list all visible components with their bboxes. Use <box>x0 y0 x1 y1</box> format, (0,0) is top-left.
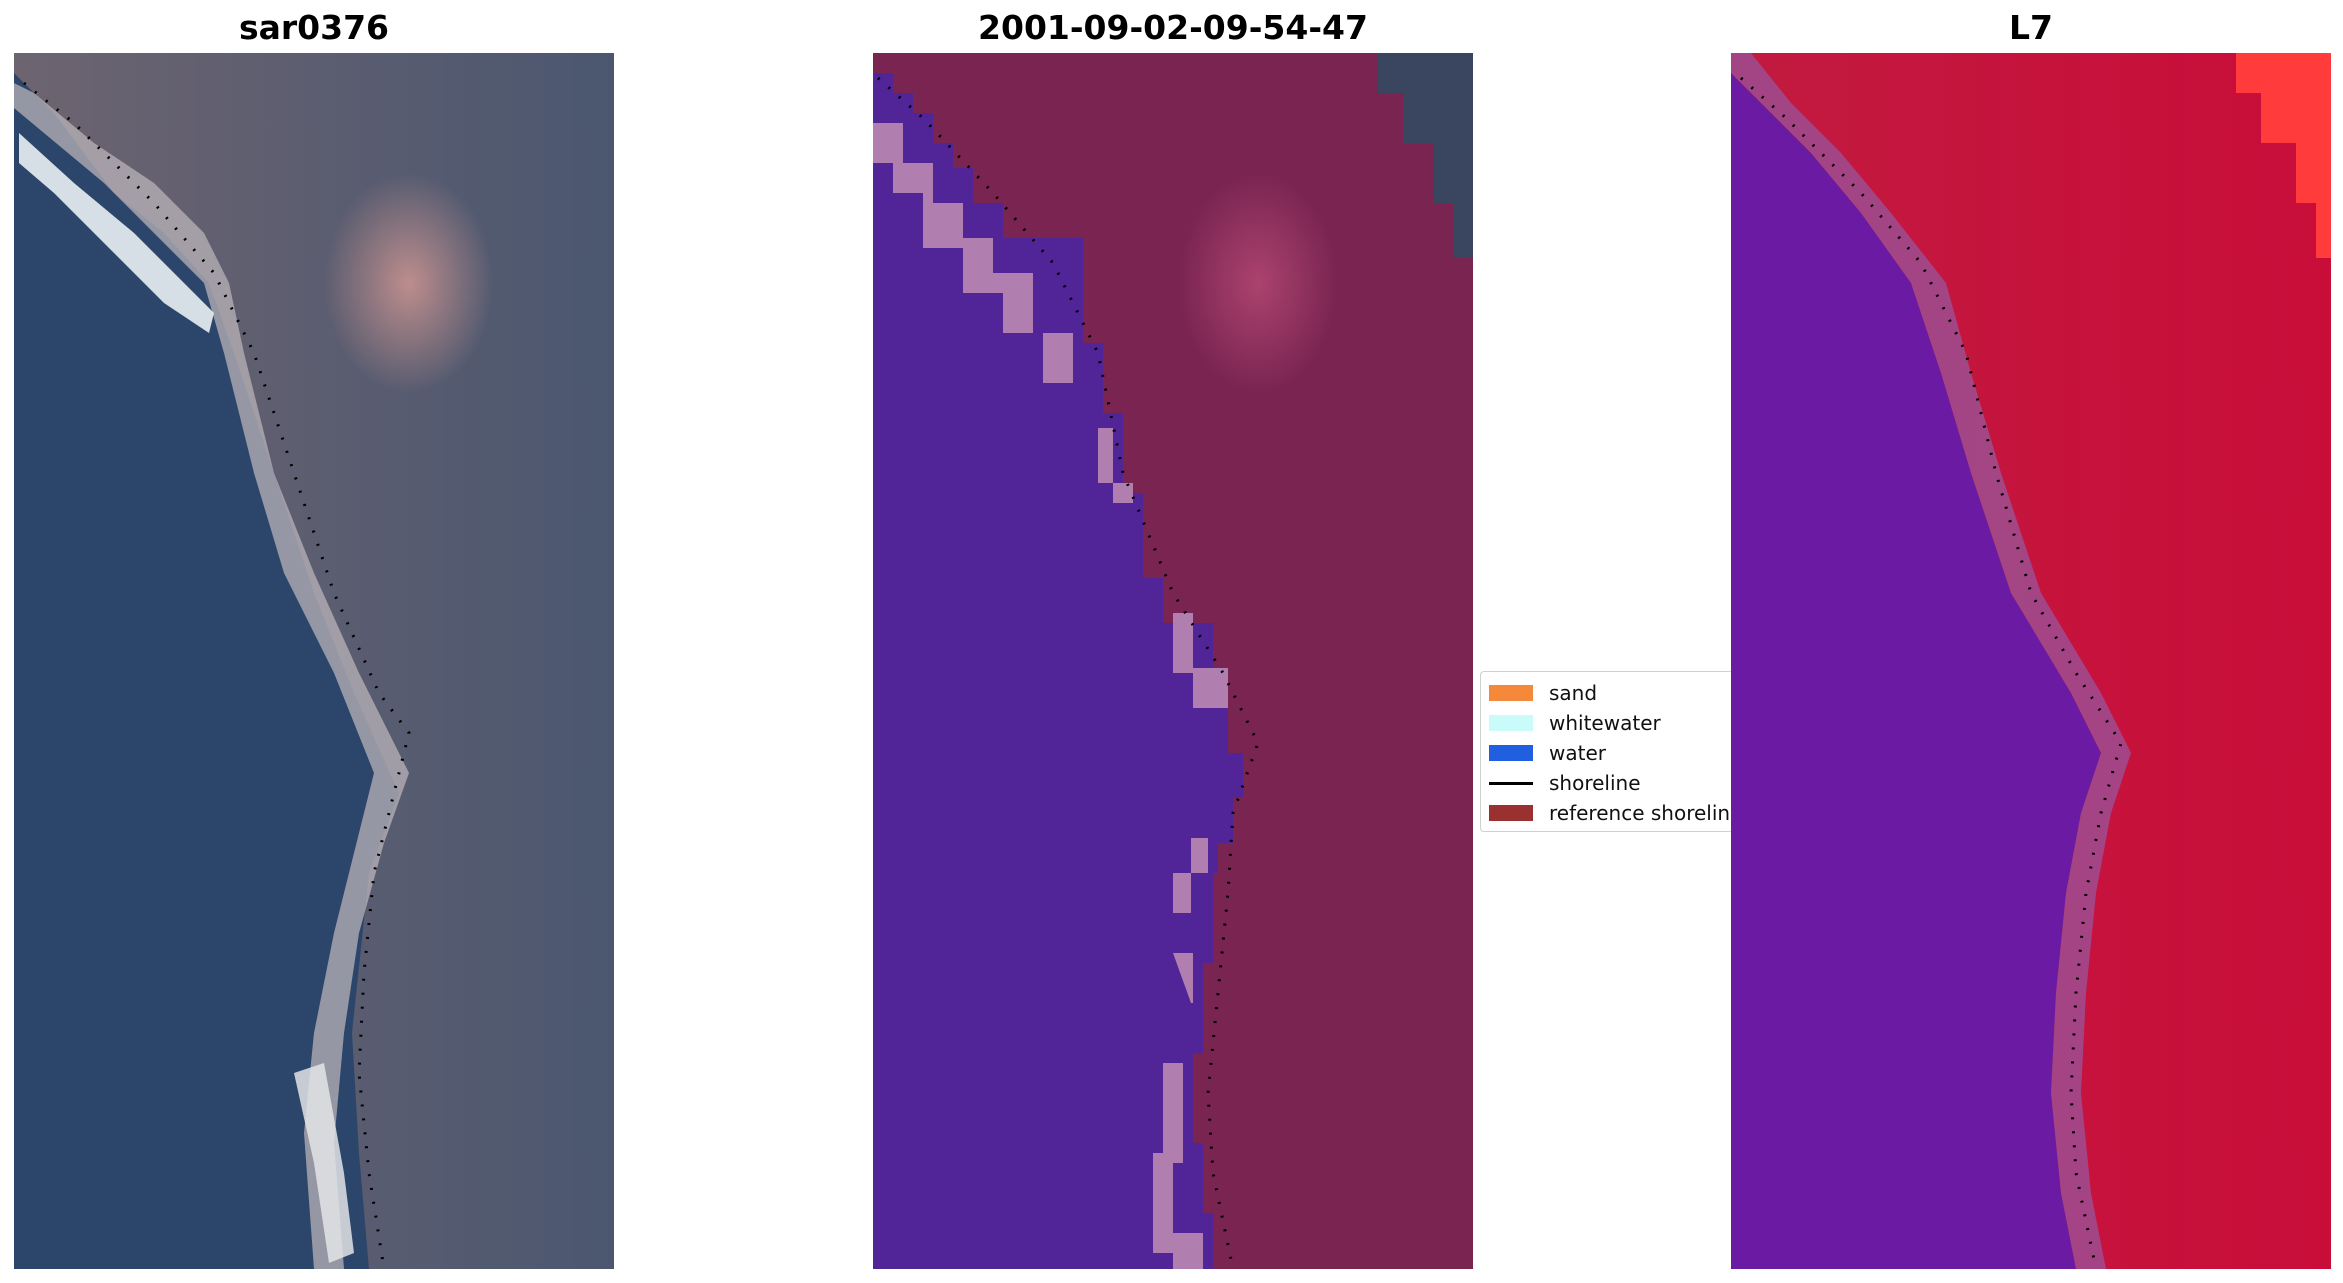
water-index-area <box>1731 73 2101 1269</box>
bright-corner-patch <box>2236 53 2331 258</box>
classified-image <box>873 53 1473 1269</box>
whitewater-class-patch-mid <box>1173 613 1228 708</box>
water-class-area <box>873 73 1243 1269</box>
shoreline-line-swatch <box>1489 781 1533 785</box>
panel-title-index: L7 <box>2009 8 2053 47</box>
whitewater-class-band <box>873 123 1073 383</box>
legend-item-water: water <box>1489 740 1732 766</box>
panel-title-classified: 2001-09-02-09-54-47 <box>978 8 1368 47</box>
rgb-satellite-image <box>14 53 614 1269</box>
legend-label-water: water <box>1549 741 1606 765</box>
reference-shoreline-swatch <box>1489 805 1533 821</box>
legend-item-reference-shoreline: reference shoreline <box>1489 800 1732 826</box>
bright-land-patch <box>324 173 494 393</box>
sand-swatch <box>1489 685 1533 701</box>
water-area <box>14 53 399 1269</box>
index-image-canvas <box>1731 53 2331 1269</box>
bright-land-patch <box>1178 173 1338 393</box>
legend-label-shoreline: shoreline <box>1549 771 1641 795</box>
legend-label-whitewater: whitewater <box>1549 711 1661 735</box>
transition-index-band <box>1731 53 2131 1269</box>
legend-label-reference-shoreline: reference shoreline <box>1549 801 1732 825</box>
dark-corner-patch <box>1378 53 1473 258</box>
whitewater-class-patch <box>1098 428 1133 503</box>
legend-item-sand: sand <box>1489 680 1732 706</box>
legend-item-shoreline: shoreline <box>1489 770 1732 796</box>
legend: sand whitewater water shoreline referenc… <box>1480 671 1732 832</box>
shoreline-dots <box>1740 76 2123 1269</box>
whitewater-class-patch-low <box>1173 838 1208 913</box>
legend-item-whitewater: whitewater <box>1489 710 1732 736</box>
panel-title-rgb: sar0376 <box>238 8 390 47</box>
classified-image-canvas <box>873 53 1473 1269</box>
index-image <box>1731 53 2331 1269</box>
water-swatch <box>1489 745 1533 761</box>
whitewater-class-strip-south <box>1153 953 1203 1269</box>
whitewater-strip <box>19 133 214 333</box>
legend-label-sand: sand <box>1549 681 1598 705</box>
whitewater-strip-south <box>294 1063 354 1263</box>
whitewater-swatch <box>1489 715 1533 731</box>
rgb-image-canvas <box>14 53 614 1269</box>
